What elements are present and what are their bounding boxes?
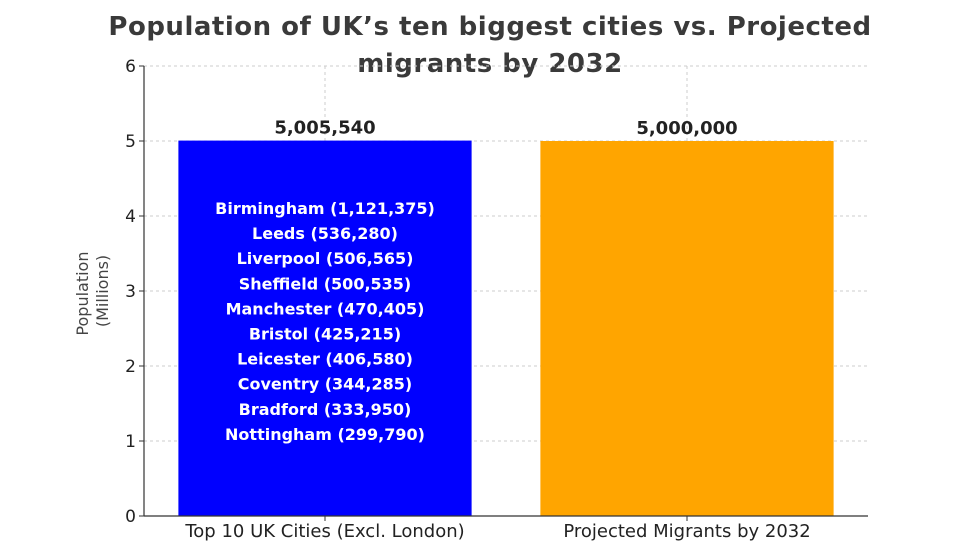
data-label: 5,005,540	[274, 118, 375, 139]
bar	[178, 140, 472, 516]
x-category-label: Top 10 UK Cities (Excl. London)	[184, 521, 464, 542]
bar-annotation-line: Nottingham (299,790)	[225, 425, 425, 444]
bar-annotation-line: Bristol (425,215)	[249, 325, 401, 344]
y-tick-label: 6	[125, 57, 136, 77]
y-axis-label-line-1: Population	[73, 252, 92, 336]
bar-annotation-line: Bradford (333,950)	[239, 400, 412, 419]
chart-title-line-2: migrants by 2032	[357, 49, 623, 79]
y-tick-label: 3	[125, 282, 136, 302]
bar-annotation-line: Leeds (536,280)	[252, 224, 398, 243]
bar	[540, 141, 834, 516]
y-tick-label: 5	[125, 132, 136, 152]
y-tick-label: 4	[125, 207, 136, 227]
bar-annotation-line: Leicester (406,580)	[237, 350, 413, 369]
y-tick-label: 0	[125, 507, 136, 527]
data-label: 5,000,000	[636, 118, 737, 139]
bar-annotation-line: Liverpool (506,565)	[237, 249, 414, 268]
y-axis-label: Population (Millions)	[73, 246, 112, 335]
bars	[178, 140, 834, 516]
y-tick-label: 2	[125, 357, 136, 377]
x-category-labels: Top 10 UK Cities (Excl. London) Projected…	[184, 516, 811, 542]
data-labels: 5,005,540 5,000,000	[274, 118, 737, 139]
y-axis-label-line-2: (Millions)	[93, 255, 112, 327]
y-tick-label: 1	[125, 432, 136, 452]
bar-annotations: Birmingham (1,121,375) Leeds (536,280) Liv…	[215, 199, 435, 444]
chart-title: Population of UK’s ten biggest cities vs…	[0, 9, 980, 83]
bar-annotation-line: Sheffield (500,535)	[239, 274, 411, 293]
x-category-label: Projected Migrants by 2032	[563, 521, 810, 542]
chart-title-line-1: Population of UK’s ten biggest cities vs…	[108, 12, 872, 42]
bar-annotation-line: Coventry (344,285)	[238, 375, 412, 394]
bar-annotation-line: Birmingham (1,121,375)	[215, 199, 435, 218]
bar-annotation-line: Manchester (470,405)	[226, 299, 425, 318]
y-tick-labels: 0 1 2 3 4 5 6	[125, 57, 144, 527]
